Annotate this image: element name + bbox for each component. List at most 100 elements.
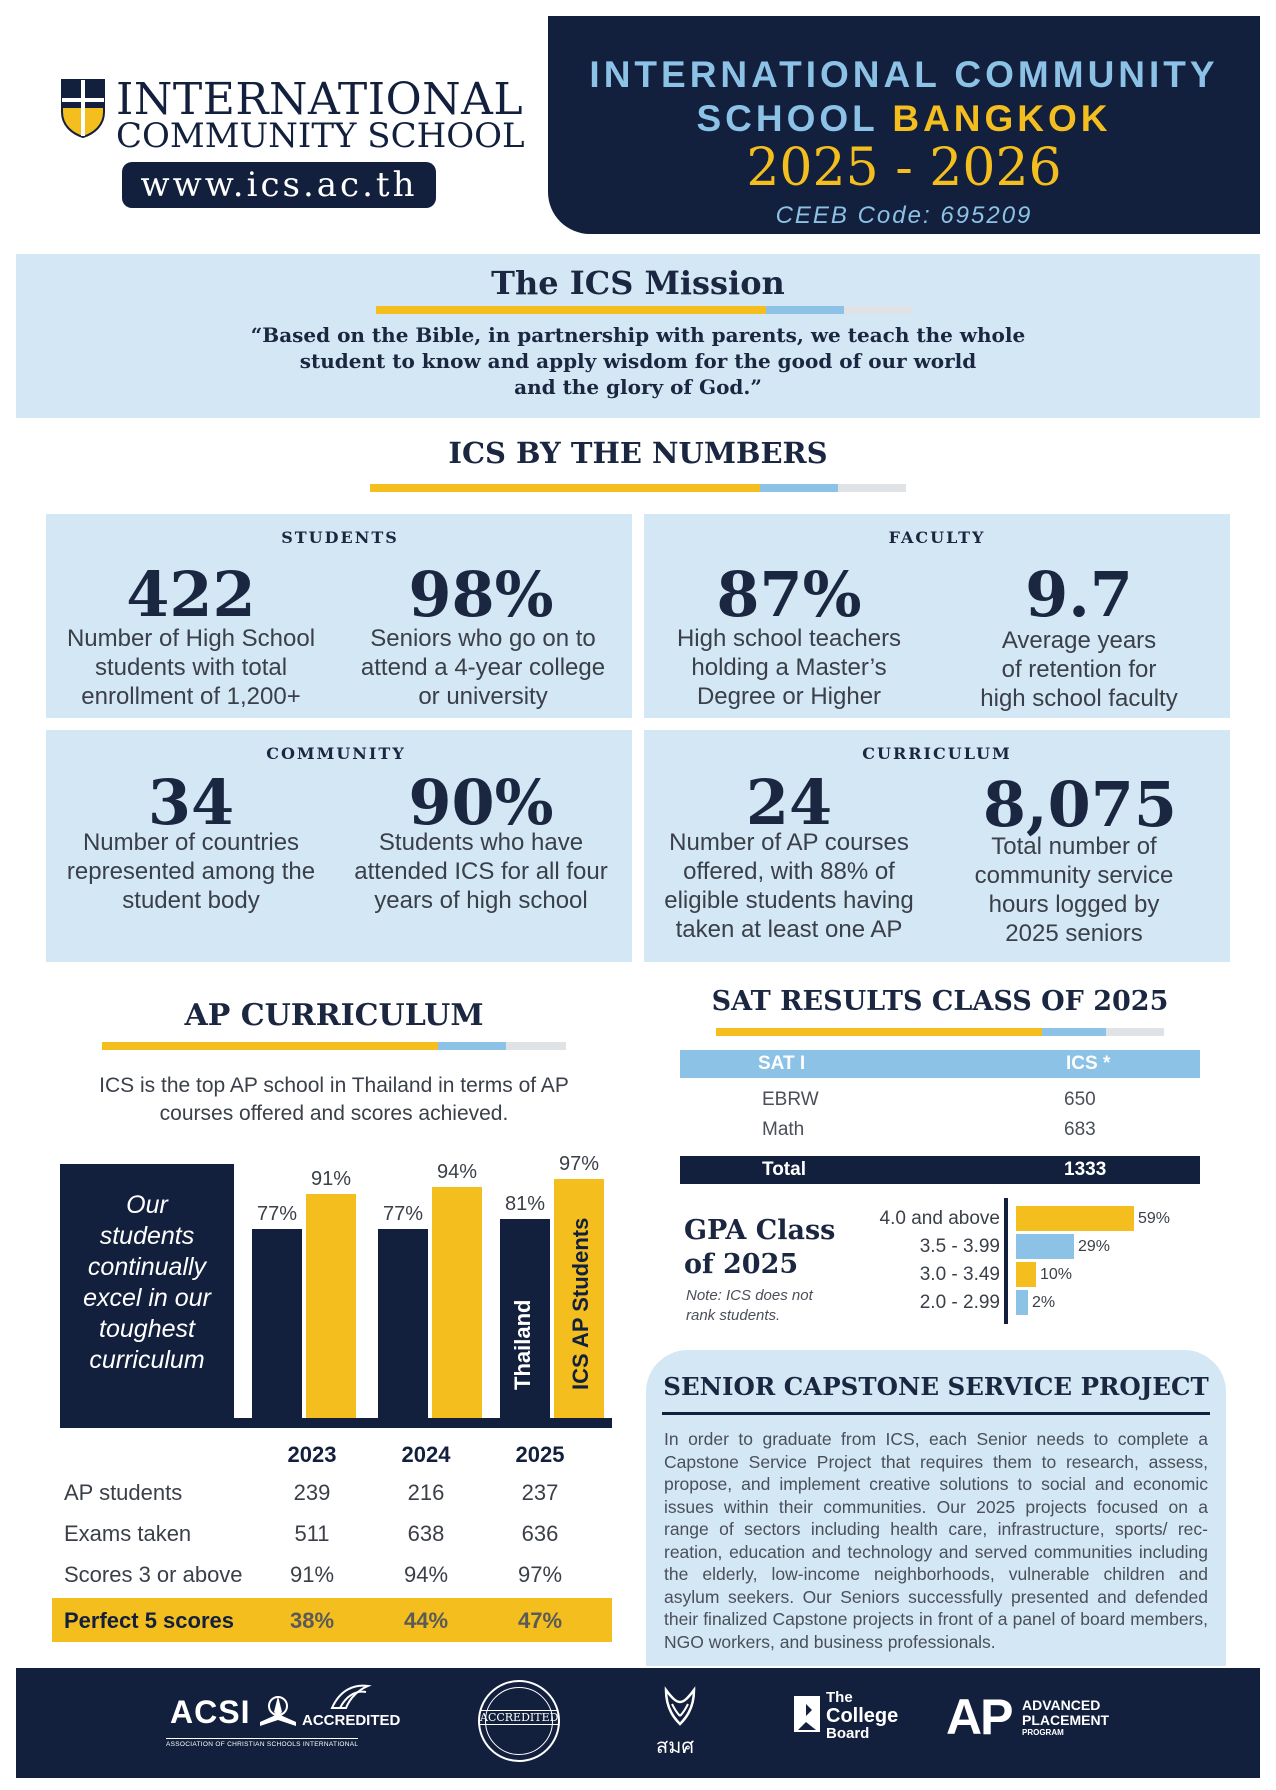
bar-value-label: 91% [310,1168,352,1190]
stat-desc-line: Seniors who go on to [370,625,596,652]
capstone-body: In order to graduate from ICS, each Seni… [664,1429,1208,1652]
stat-desc-line: or university [418,683,548,710]
gpa-category-label: 2.0 - 2.99 [919,1292,1000,1313]
ap-tagline-line: toughest [99,1315,195,1343]
mission-quote: “Based on the Bible, in partnership with… [16,322,1260,400]
sat-total-value: 1333 [1064,1159,1107,1180]
sat-head-right: ICS * [1066,1053,1111,1074]
stat-desc-line: community service [974,862,1174,889]
school-year: 2025 - 2026 [746,138,1062,198]
ap-tagline-line: continually [87,1253,207,1281]
gpa-bar [1016,1206,1134,1231]
stat-description: High school teachers holding a Master’s … [644,624,934,711]
sat-total-label: Total [762,1159,806,1180]
gpa-category-label: 3.5 - 3.99 [919,1236,1000,1257]
stat-desc-line: Number of countries [82,829,300,856]
stat-desc-line: enrollment of 1,200+ [81,683,301,710]
website-url[interactable]: www.ics.ac.th [122,162,436,208]
wasc-accredited: ACCREDITED [480,1710,559,1725]
cell: 636 [521,1521,559,1546]
cb-line: Board [826,1725,870,1742]
sat-divider [716,1028,1164,1036]
ap-bar-chart: 77% 91% 77% 94% 81% 97% [240,1140,612,1418]
stat-desc-line: High school teachers [676,625,902,652]
stat-description: Number of AP courses offered, with 88% o… [644,828,934,944]
stat-desc-line: Average years [1001,627,1157,654]
year-header: 2024 [401,1442,451,1467]
sat-row-value: 650 [1064,1089,1096,1110]
table-row: Exams taken 511 638 636 [52,1521,612,1557]
acsi-book-icon [260,1696,296,1726]
faculty-label: FACULTY [888,528,986,547]
gpa-value-label: 59% [1138,1210,1171,1227]
series-label-thailand: Thailand [510,1299,535,1390]
ceeb-code: CEEB Code: 695209 [775,202,1033,229]
stat-desc-line: Degree or Higher [696,683,882,710]
ap-divider [102,1042,566,1050]
mission-quote-line: student to know and apply wisdom for the… [299,349,977,373]
students-panel: STUDENTS 422 Number of High School stude… [46,514,632,718]
stat-value: 24 [745,766,833,839]
stat-value: 98% [408,558,554,631]
ap-table-header: 2023 2024 2025 [52,1442,612,1478]
ap-line: PLACEMENT [1022,1712,1110,1728]
gpa-bar [1016,1290,1028,1315]
gpa-note: Note: ICS does not rank students. [686,1286,813,1326]
cell: 239 [293,1480,331,1505]
school-logo: INTERNATIONAL COMMUNITY SCHOOL www.ics.a… [60,70,525,210]
faculty-panel: FACULTY 87% High school teachers holding… [644,514,1230,718]
cell: 216 [407,1480,445,1505]
row-label: Perfect 5 scores [64,1608,234,1633]
stat-desc-line: years of high school [374,887,588,914]
title-school: SCHOOL [696,98,879,139]
cell: 91% [289,1562,335,1587]
table-row: AP students 239 216 237 [52,1480,612,1516]
gpa-bar-chart: 4.0 and above 59% 3.5 - 3.99 29% 3.0 - 3.49 1… [860,1198,1200,1324]
sat-total-row: Total 1333 [680,1156,1200,1184]
chart-baseline [60,1418,612,1428]
stat-value: 34 [147,766,235,839]
stat-value: 87% [716,558,862,631]
bar-ics-ap-students-2023 [306,1194,356,1418]
cell: 97% [517,1562,563,1587]
sat-head-left: SAT I [758,1053,806,1074]
stat-desc-line: attend a 4-year college [360,654,606,681]
wasc-seal: ACCREDITED [478,1680,560,1762]
bar-ics-ap-students-2024 [432,1187,482,1418]
capstone-panel: SENIOR CAPSTONE SERVICE PROJECT In order… [646,1350,1226,1666]
gpa-category-label: 3.0 - 3.49 [919,1264,1000,1285]
ap-program-label: ADVANCED PLACEMENT PROGRAM [1022,1698,1109,1738]
bar-value-label: 97% [558,1153,600,1175]
gpa-category-label: 4.0 and above [879,1208,1000,1229]
acsi-logo: ACSI [170,1694,251,1730]
cell: 94% [403,1562,449,1587]
stat-description: Total number of community service hours … [924,832,1224,948]
stat-description: Seniors who go on to attend a 4-year col… [338,624,628,711]
gpa-bar [1016,1262,1036,1287]
ap-tagline-line: excel in our [83,1284,211,1312]
stat-value: 90% [408,766,554,839]
stat-desc-line: holding a Master’s [691,654,887,681]
shield-icon [61,79,105,138]
gpa-note-line: Note: ICS does not [686,1287,813,1304]
bar-value-label: 81% [504,1193,546,1215]
stat-desc-line: eligible students having [664,887,914,914]
gpa-value-label: 10% [1040,1266,1073,1283]
logo-line2: COMMUNITY SCHOOL [116,116,525,156]
community-panel: COMMUNITY 34 Number of countries represe… [46,730,632,962]
series-label-ics: ICS AP Students [568,1217,593,1390]
students-label: STUDENTS [281,528,399,547]
bar-value-label: 77% [256,1203,298,1225]
stat-description: Number of High School students with tota… [46,624,336,711]
cell: 38% [289,1608,335,1633]
sat-row-label: Math [762,1119,805,1140]
acsi-swoosh-icon [330,1684,372,1709]
stat-desc-line: high school faculty [980,685,1178,712]
capstone-title: SENIOR CAPSTONE SERVICE PROJECT [663,1372,1209,1401]
perfect-scores-row: Perfect 5 scores 38% 44% 47% [52,1598,612,1642]
onesqa-emblem-icon [664,1686,696,1726]
logo-line1: INTERNATIONAL [116,74,524,125]
numbers-title: ICS BY THE NUMBERS [448,436,828,470]
sat-row: EBRW 650 [680,1086,1200,1114]
acsi-subtitle: ASSOCIATION OF CHRISTIAN SCHOOLS INTERNA… [166,1738,359,1748]
